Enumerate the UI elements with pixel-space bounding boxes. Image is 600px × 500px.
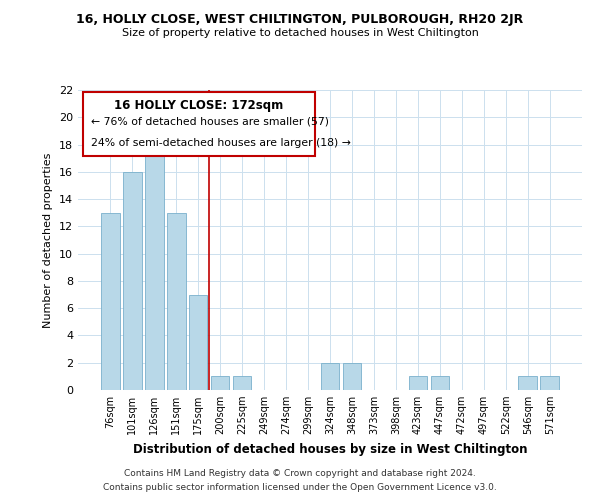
Bar bbox=[343, 362, 361, 390]
Text: ← 76% of detached houses are smaller (57): ← 76% of detached houses are smaller (57… bbox=[91, 117, 329, 127]
FancyBboxPatch shape bbox=[83, 92, 315, 156]
Bar bbox=[211, 376, 229, 390]
Text: 16, HOLLY CLOSE, WEST CHILTINGTON, PULBOROUGH, RH20 2JR: 16, HOLLY CLOSE, WEST CHILTINGTON, PULBO… bbox=[76, 12, 524, 26]
Text: 16 HOLLY CLOSE: 172sqm: 16 HOLLY CLOSE: 172sqm bbox=[115, 99, 284, 112]
Bar bbox=[123, 172, 142, 390]
Bar bbox=[101, 212, 119, 390]
Text: 24% of semi-detached houses are larger (18) →: 24% of semi-detached houses are larger (… bbox=[91, 138, 350, 148]
Bar bbox=[541, 376, 559, 390]
Bar bbox=[409, 376, 427, 390]
Bar bbox=[145, 144, 164, 390]
X-axis label: Distribution of detached houses by size in West Chiltington: Distribution of detached houses by size … bbox=[133, 442, 527, 456]
Text: Contains public sector information licensed under the Open Government Licence v3: Contains public sector information licen… bbox=[103, 484, 497, 492]
Y-axis label: Number of detached properties: Number of detached properties bbox=[43, 152, 53, 328]
Bar bbox=[189, 294, 208, 390]
Bar bbox=[518, 376, 537, 390]
Bar bbox=[167, 212, 185, 390]
Bar bbox=[233, 376, 251, 390]
Text: Size of property relative to detached houses in West Chiltington: Size of property relative to detached ho… bbox=[122, 28, 478, 38]
Bar bbox=[431, 376, 449, 390]
Bar bbox=[320, 362, 340, 390]
Text: Contains HM Land Registry data © Crown copyright and database right 2024.: Contains HM Land Registry data © Crown c… bbox=[124, 468, 476, 477]
